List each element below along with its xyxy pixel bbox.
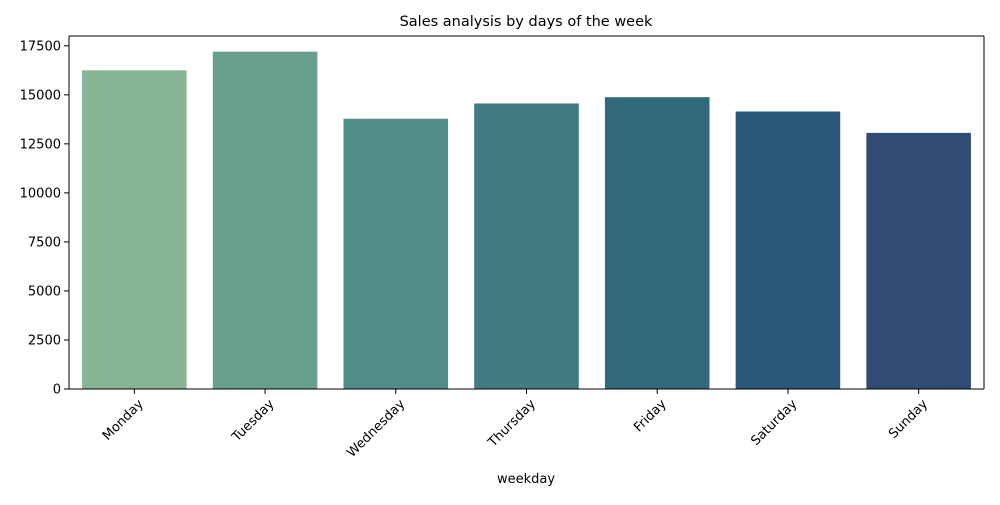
bar-wednesday bbox=[343, 118, 449, 389]
x-tick-label-wednesday: Wednesday bbox=[344, 397, 408, 461]
y-tick-label: 17500 bbox=[20, 39, 61, 54]
x-tick-label-tuesday: Tuesday bbox=[229, 397, 278, 446]
x-axis-ticks: Monday Tuesday Wednesday Thursday Friday Satu… bbox=[100, 389, 931, 461]
bar-friday bbox=[604, 97, 710, 389]
x-tick-label-friday: Friday bbox=[631, 397, 670, 436]
x-tick-label-thursday: Thursday bbox=[485, 397, 539, 451]
bar-tuesday bbox=[212, 51, 318, 389]
x-tick-label-sunday: Sunday bbox=[886, 397, 931, 442]
bar-saturday bbox=[735, 111, 841, 389]
y-tick-label: 12500 bbox=[20, 137, 61, 152]
x-tick-label-saturday: Saturday bbox=[748, 397, 800, 449]
y-tick-label: 2500 bbox=[28, 333, 61, 348]
y-tick-label: 7500 bbox=[28, 235, 61, 250]
y-tick-label: 5000 bbox=[28, 284, 61, 299]
y-axis-ticks: 0 2500 5000 7500 10000 12500 15000 17500 bbox=[20, 39, 69, 398]
x-axis-label: weekday bbox=[497, 472, 555, 487]
bars-group bbox=[82, 51, 971, 390]
bar-monday bbox=[82, 70, 187, 389]
bar-thursday bbox=[474, 103, 579, 390]
bar-sunday bbox=[866, 132, 971, 389]
chart-title: Sales analysis by days of the week bbox=[400, 14, 653, 30]
x-tick-label-monday: Monday bbox=[100, 397, 147, 444]
y-tick-label: 15000 bbox=[20, 88, 61, 103]
y-tick-label: 10000 bbox=[20, 186, 61, 201]
y-tick-label: 0 bbox=[53, 383, 61, 398]
